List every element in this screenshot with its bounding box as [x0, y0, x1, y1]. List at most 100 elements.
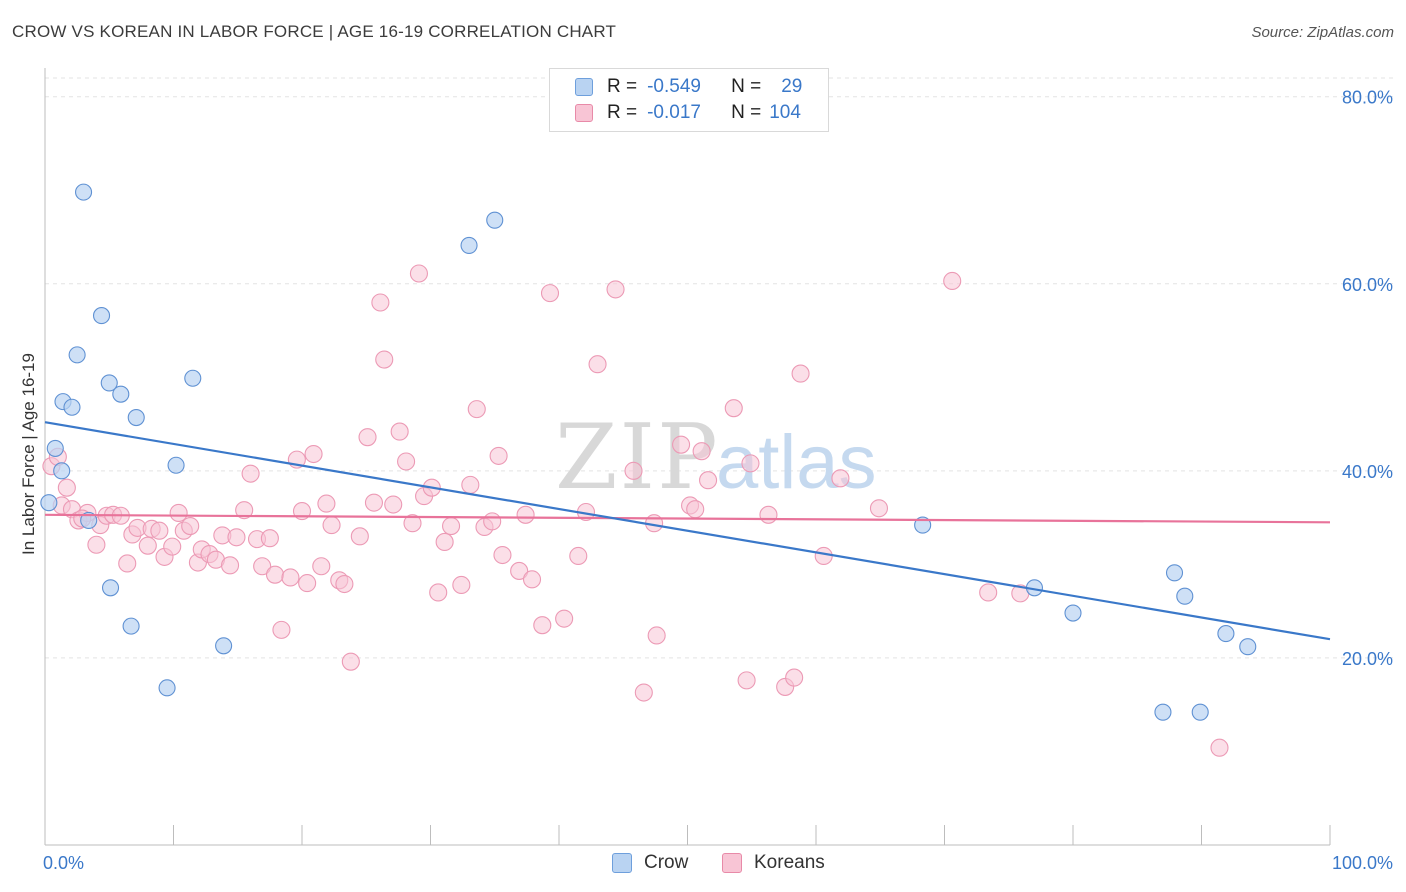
chart-title: CROW VS KOREAN IN LABOR FORCE | AGE 16-1…	[12, 22, 617, 41]
bottom-legend-crow[interactable]: Crow	[612, 852, 688, 874]
y-axis-label: In Labor Force | Age 16-19	[19, 353, 38, 555]
koreans-point	[317, 494, 336, 513]
koreans-point	[634, 683, 653, 702]
koreans-point	[429, 583, 448, 602]
koreans-point	[409, 264, 428, 283]
koreans-point	[397, 452, 416, 471]
koreans-point	[435, 532, 454, 551]
bottom-legend-koreans[interactable]: Koreans	[722, 852, 825, 874]
koreans-point	[358, 428, 377, 447]
koreans-point	[724, 399, 743, 418]
y-tick-labels: 20.0% 40.0% 60.0% 80.0%	[1342, 88, 1393, 669]
crow-point	[158, 679, 176, 697]
axes	[44, 68, 1331, 846]
crow-point	[215, 637, 233, 655]
koreans-point	[606, 280, 625, 299]
koreans-point	[759, 505, 778, 524]
crow-point	[75, 183, 93, 201]
koreans-point	[220, 556, 240, 575]
koreans-point	[350, 527, 369, 546]
crow-point	[1191, 703, 1209, 721]
crow-point	[40, 494, 58, 512]
koreans-point	[831, 469, 850, 488]
koreans-point	[150, 521, 169, 540]
koreans-point	[322, 516, 341, 535]
koreans-point	[522, 570, 542, 589]
koreans-point	[510, 561, 529, 580]
y-tick-label: 20.0%	[1342, 649, 1393, 669]
trend-lines	[44, 421, 1331, 641]
crow-point	[53, 462, 71, 480]
crow-point	[1154, 703, 1172, 721]
koreans-point	[87, 535, 106, 554]
koreans-point	[227, 528, 246, 547]
crow-point	[1239, 638, 1257, 656]
koreans-point	[699, 471, 718, 490]
crow-points	[40, 183, 1257, 721]
koreans-point	[814, 546, 833, 566]
koreans-point	[452, 575, 471, 595]
koreans-trend-line	[44, 513, 1331, 524]
koreans-point	[624, 461, 643, 480]
koreans-point	[272, 620, 291, 639]
koreans-point	[281, 568, 300, 587]
crow-point	[1217, 625, 1235, 643]
crow-legend-label: Crow	[644, 852, 689, 873]
crow-trend-line	[44, 421, 1331, 641]
crow-point	[1165, 564, 1184, 582]
koreans-r-label: R =	[607, 102, 638, 123]
koreans-point	[483, 512, 502, 531]
koreans-point	[737, 671, 756, 690]
koreans-point	[253, 557, 272, 576]
legend-row-koreans: R = -0.017 N = 104	[550, 100, 801, 126]
y-tick-label: 60.0%	[1342, 275, 1393, 295]
koreans-point	[540, 284, 560, 303]
crow-legend-swatch	[612, 853, 632, 873]
koreans-point	[588, 355, 607, 374]
koreans-point	[235, 501, 254, 520]
x-tick-label-min: 0.0%	[43, 853, 84, 873]
crow-point	[460, 236, 478, 254]
koreans-point	[686, 500, 705, 519]
crow-point	[1176, 587, 1194, 605]
crow-point	[80, 511, 98, 529]
koreans-point	[442, 516, 461, 536]
crow-point	[167, 456, 185, 474]
crow-r-value: -0.549	[647, 76, 701, 97]
koreans-point	[390, 422, 409, 441]
koreans-point	[791, 364, 810, 383]
koreans-point	[163, 537, 182, 556]
koreans-swatch	[575, 104, 593, 122]
koreans-legend-swatch	[722, 853, 742, 873]
crow-point	[184, 369, 202, 387]
crow-point	[122, 617, 140, 635]
koreans-point	[138, 536, 157, 555]
crow-point	[486, 211, 504, 229]
koreans-point	[555, 609, 574, 628]
koreans-point	[57, 478, 76, 497]
koreans-point	[692, 442, 711, 461]
crow-point	[100, 374, 118, 392]
source-credit: Source: ZipAtlas.com	[1251, 24, 1394, 41]
crow-point	[46, 439, 64, 457]
koreans-point	[672, 435, 691, 454]
koreans-point	[304, 444, 323, 464]
y-tick-label: 80.0%	[1342, 88, 1393, 108]
crow-n-label: N =	[731, 76, 762, 97]
crow-n-value: 29	[781, 76, 803, 97]
koreans-point	[403, 514, 422, 533]
koreans-point	[375, 350, 394, 369]
stats-legend: R = -0.549 N = 29 R = -0.017 N = 104	[549, 68, 829, 132]
koreans-n-label: N =	[731, 102, 762, 123]
koreans-point	[181, 516, 200, 536]
koreans-point	[341, 652, 360, 671]
crow-point	[101, 579, 120, 597]
koreans-point	[371, 293, 390, 312]
crow-point	[68, 346, 86, 364]
koreans-point	[647, 626, 666, 645]
koreans-point	[785, 668, 804, 687]
x-tick-label-max: 100.0%	[1332, 853, 1393, 873]
crow-point	[914, 516, 932, 534]
koreans-point	[298, 574, 317, 593]
